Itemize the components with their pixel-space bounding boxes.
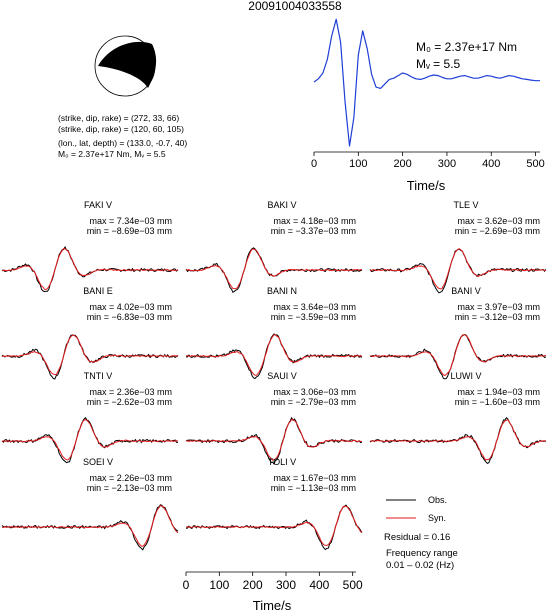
synthetic-trace — [1, 334, 179, 376]
station-label: BANI N — [267, 286, 297, 296]
trace-min-label: min = −1.13e−03 mm — [271, 483, 356, 493]
bottom-xtick-label: 500 — [343, 578, 363, 592]
station-label: BAKI V — [267, 200, 296, 210]
event-id-title: 20091004033558 — [248, 0, 342, 13]
stf-mw-label: Mᵥ = 5.5 — [416, 57, 461, 71]
source-time-function-plot: 0 100 200 300 400 500 — [311, 18, 545, 170]
synthetic-trace — [185, 419, 363, 461]
trace-min-label: min = −2.69e−03 mm — [455, 226, 540, 236]
trace-min-label: min = −1.60e−03 mm — [455, 397, 540, 407]
synthetic-trace — [185, 334, 363, 376]
stf-line — [313, 18, 540, 147]
station-label: TOLI V — [268, 457, 296, 467]
stf-xlabel: Time/s — [407, 178, 446, 193]
trace-max-label: max = 3.97e−03 mm — [457, 302, 540, 312]
bottom-xtick-label: 200 — [243, 578, 263, 592]
trace-min-label: min = −8.69e−03 mm — [87, 226, 172, 236]
station-label: LUWI V — [450, 371, 481, 381]
station-label: TLE V — [453, 200, 478, 210]
frequency-range-value: 0.01 – 0.02 (Hz) — [386, 560, 454, 571]
bottom-xtick-label: 0 — [183, 578, 190, 592]
frequency-range-title: Frequency range — [386, 548, 458, 559]
legend-syn-label: Syn. — [428, 513, 446, 523]
synthetic-trace — [1, 419, 179, 461]
synthetic-trace — [370, 334, 546, 377]
legend-obs-label: Obs. — [428, 495, 447, 505]
station-label: SOEI V — [83, 457, 113, 467]
trace-max-label: max = 4.02e−03 mm — [89, 302, 172, 312]
station-label: SAUI V — [267, 371, 297, 381]
source-line-3: (lon., lat, depth) = (133.0, -0.7, 40) — [58, 138, 187, 148]
bottom-time-axis: 0 100 200 300 400 500 — [183, 571, 363, 592]
source-line-4: M₀ = 2.37e+17 Nm, Mᵥ = 5.5 — [58, 149, 166, 159]
stf-xtick-label: 400 — [482, 158, 500, 170]
synthetic-trace — [185, 248, 363, 290]
trace-min-label: min = −2.62e−03 mm — [87, 397, 172, 407]
synthetic-trace — [1, 505, 179, 547]
trace-min-label: min = −3.37e−03 mm — [271, 226, 356, 236]
trace-max-label: max = 3.64e−03 mm — [273, 302, 356, 312]
trace-max-label: max = 1.67e−03 mm — [273, 473, 356, 483]
trace-min-label: min = −2.79e−03 mm — [271, 397, 356, 407]
stf-xtick-label: 500 — [526, 158, 544, 170]
source-line-1: (strike, dip, rake) = (272, 33, 66) — [58, 113, 179, 123]
bottom-xtick-label: 300 — [276, 578, 296, 592]
observed-trace — [185, 333, 363, 380]
bottom-xlabel: Time/s — [253, 598, 292, 613]
observed-trace — [1, 504, 179, 551]
focal-mechanism-beachball — [94, 35, 157, 97]
synthetic-trace — [370, 248, 546, 290]
bottom-xtick-label: 100 — [209, 578, 229, 592]
stf-xtick-label: 200 — [393, 158, 411, 170]
source-line-2: (strike, dip, rake) = (120, 60, 105) — [58, 124, 184, 134]
stf-xtick-label: 0 — [311, 158, 317, 170]
residual-label: Residual = 0.16 — [384, 532, 450, 543]
stf-xtick-label: 300 — [438, 158, 456, 170]
trace-max-label: max = 3.06e−03 mm — [273, 387, 356, 397]
trace-min-label: min = −6.83e−03 mm — [87, 312, 172, 322]
trace-max-label: max = 3.62e−03 mm — [457, 216, 540, 226]
station-label: TNTI V — [84, 371, 113, 381]
stf-m0-label: M₀ = 2.37e+17 Nm — [416, 40, 517, 54]
trace-max-label: max = 2.36e−03 mm — [89, 387, 172, 397]
legend: Obs. Syn. Residual = 0.16 Frequency rang… — [384, 495, 458, 571]
bottom-xtick-label: 400 — [309, 578, 329, 592]
station-label: BANI E — [83, 286, 113, 296]
trace-min-label: min = −3.12e−03 mm — [455, 312, 540, 322]
synthetic-trace — [369, 419, 546, 461]
trace-max-label: max = 1.94e−03 mm — [457, 387, 540, 397]
trace-max-label: max = 7.34e−03 mm — [89, 216, 172, 226]
stf-xtick-label: 100 — [349, 158, 367, 170]
observed-trace — [185, 504, 363, 551]
trace-max-label: max = 2.26e−03 mm — [89, 473, 172, 483]
synthetic-trace — [1, 248, 179, 291]
station-label: FAKI V — [84, 200, 112, 210]
trace-max-label: max = 4.18e−03 mm — [273, 216, 356, 226]
station-label: BANI V — [451, 286, 481, 296]
trace-min-label: min = −2.13e−03 mm — [87, 483, 172, 493]
synthetic-trace — [185, 505, 363, 546]
trace-min-label: min = −3.59e−03 mm — [271, 312, 356, 322]
observed-trace — [1, 245, 179, 293]
